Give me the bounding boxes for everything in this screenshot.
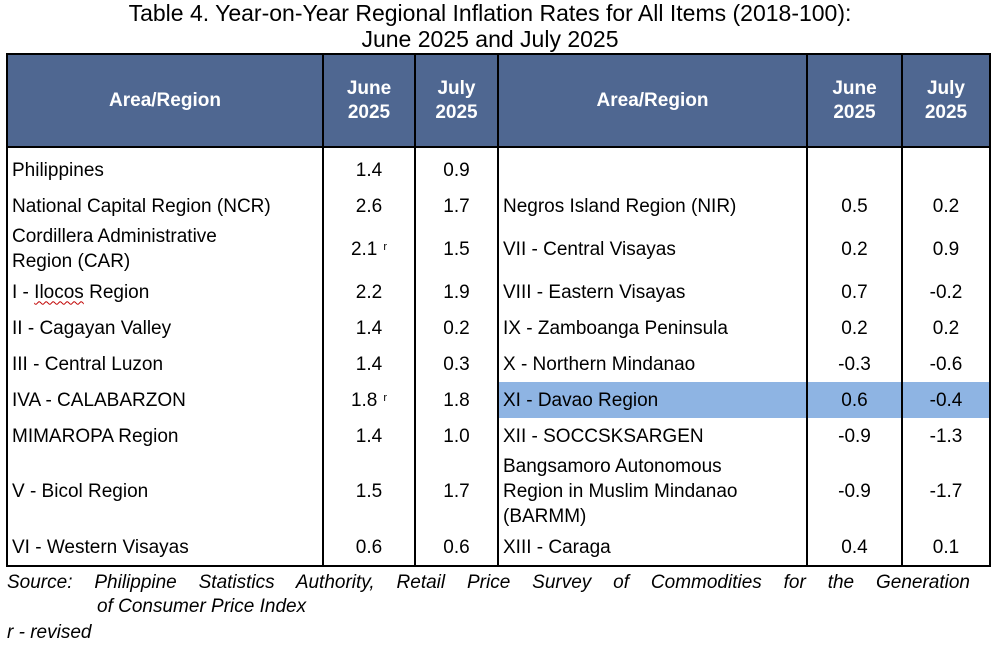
june-cell: 2.6: [322, 188, 416, 224]
july-cell: 1.8: [414, 382, 499, 418]
table-row: MIMAROPA Region 1.4 1.0 XII - SOCCSKSARG…: [6, 418, 991, 454]
july-cell: 0.3: [414, 346, 499, 382]
july-cell: -1.3: [901, 418, 991, 454]
july-cell: -0.6: [901, 346, 991, 382]
june-cell: 1.8 r: [322, 382, 416, 418]
july-cell: -0.2: [901, 274, 991, 310]
header-june-right: June 2025: [806, 53, 903, 148]
revised-note: r - revised: [7, 622, 92, 643]
june-cell: [806, 147, 903, 188]
june-cell: 0.5: [806, 188, 903, 224]
header-row: Area/Region June 2025 July 2025 Area/Regio…: [6, 53, 991, 148]
june-cell: 2.1 r: [322, 224, 416, 274]
table-title-line1: Table 4. Year-on-Year Regional Inflation…: [128, 0, 852, 26]
june-cell: 1.4: [322, 418, 416, 454]
july-cell-highlighted: -0.4: [901, 382, 991, 418]
source-note: Source: Philippine Statistics Authority,…: [7, 571, 970, 619]
header-july-right: July 2025: [901, 53, 991, 148]
area-cell: IX - Zamboanga Peninsula: [497, 310, 808, 346]
revised-mark: r: [383, 391, 388, 404]
table-row: National Capital Region (NCR) 2.6 1.7 Ne…: [6, 188, 991, 224]
table-title-line2: June 2025 and July 2025: [361, 26, 619, 52]
table-row: IVA - CALABARZON 1.8 r 1.8 XI - Davao Reg…: [6, 382, 991, 418]
table-row: I - Ilocos Region 2.2 1.9 VIII - Eastern…: [6, 274, 991, 310]
header-june-left: June 2025: [322, 53, 416, 148]
july-cell: 1.0: [414, 418, 499, 454]
table-row: Cordillera Administrative Region (CAR) 2.…: [6, 224, 991, 274]
spellcheck-word: Ilocos: [34, 281, 84, 303]
july-cell: 0.1: [901, 529, 991, 567]
area-cell: XII - SOCCSKSARGEN: [497, 418, 808, 454]
area-cell: Bangsamoro Autonomous Region in Muslim Mi…: [497, 454, 808, 529]
area-cell: IVA - CALABARZON: [6, 382, 324, 418]
june-cell: 0.6: [322, 529, 416, 567]
table-row: V - Bicol Region 1.5 1.7 Bangsamoro Auto…: [6, 454, 991, 529]
june-cell: 1.4: [322, 147, 416, 188]
table-row: III - Central Luzon 1.4 0.3 X - Northern…: [6, 346, 991, 382]
area-cell: X - Northern Mindanao: [497, 346, 808, 382]
revised-mark: r: [383, 240, 388, 253]
july-cell: 0.2: [901, 310, 991, 346]
area-cell-highlighted: XI - Davao Region: [497, 382, 808, 418]
july-cell: 1.7: [414, 188, 499, 224]
area-cell: V - Bicol Region: [6, 454, 324, 529]
june-cell: 0.2: [806, 310, 903, 346]
july-cell: 0.2: [414, 310, 499, 346]
area-cell: VI - Western Visayas: [6, 529, 324, 567]
area-cell: MIMAROPA Region: [6, 418, 324, 454]
july-cell: 0.9: [414, 147, 499, 188]
june-cell: -0.9: [806, 454, 903, 529]
july-cell: [901, 147, 991, 188]
area-cell: III - Central Luzon: [6, 346, 324, 382]
header-area-left: Area/Region: [6, 53, 324, 148]
area-cell: National Capital Region (NCR): [6, 188, 324, 224]
june-cell: 1.5: [322, 454, 416, 529]
july-cell: 1.7: [414, 454, 499, 529]
june-cell: 0.4: [806, 529, 903, 567]
area-cell: Cordillera Administrative Region (CAR): [6, 224, 324, 274]
june-cell: 1.4: [322, 346, 416, 382]
area-cell: Philippines: [6, 147, 324, 188]
area-cell: I - Ilocos Region: [6, 274, 324, 310]
table-row: Philippines 1.4 0.9: [6, 147, 991, 188]
june-cell: -0.3: [806, 346, 903, 382]
table-row: VI - Western Visayas 0.6 0.6 XIII - Cara…: [6, 529, 991, 567]
source-line1: Source: Philippine Statistics Authority,…: [7, 572, 970, 593]
area-cell: II - Cagayan Valley: [6, 310, 324, 346]
area-cell: VII - Central Visayas: [497, 224, 808, 274]
june-cell-highlighted: 0.6: [806, 382, 903, 418]
june-cell: 0.2: [806, 224, 903, 274]
area-cell: [497, 147, 808, 188]
june-cell: 2.2: [322, 274, 416, 310]
july-cell: -1.7: [901, 454, 991, 529]
area-cell: VIII - Eastern Visayas: [497, 274, 808, 310]
july-cell: 0.6: [414, 529, 499, 567]
july-cell: 1.5: [414, 224, 499, 274]
july-cell: 0.2: [901, 188, 991, 224]
july-cell: 0.9: [901, 224, 991, 274]
area-cell: Negros Island Region (NIR): [497, 188, 808, 224]
june-cell: -0.9: [806, 418, 903, 454]
table-row: II - Cagayan Valley 1.4 0.2 IX - Zamboan…: [6, 310, 991, 346]
header-july-left: July 2025: [414, 53, 499, 148]
inflation-table: Area/Region June 2025 July 2025 Area/Regio…: [6, 53, 991, 567]
june-cell: 0.7: [806, 274, 903, 310]
july-cell: 1.9: [414, 274, 499, 310]
source-line2: of Consumer Price Index: [97, 596, 307, 617]
june-cell: 1.4: [322, 310, 416, 346]
area-cell: XIII - Caraga: [497, 529, 808, 567]
header-area-right: Area/Region: [497, 53, 808, 148]
table-title: Table 4. Year-on-Year Regional Inflation…: [0, 0, 980, 52]
